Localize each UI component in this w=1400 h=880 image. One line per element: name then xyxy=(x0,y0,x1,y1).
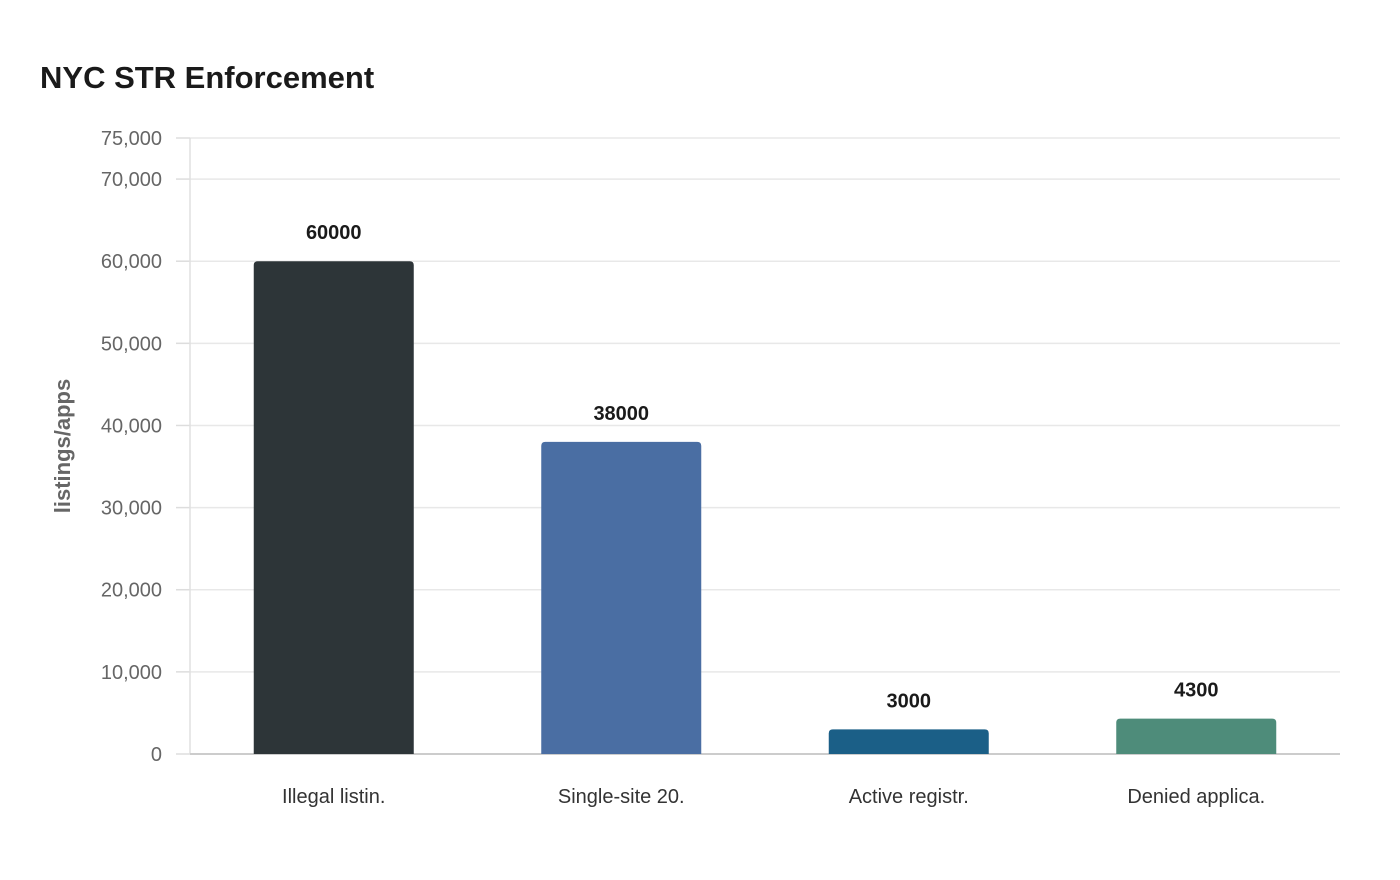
x-category-label: Denied applica. xyxy=(1127,786,1265,808)
y-tick-label: 20,000 xyxy=(101,580,162,602)
value-labels: 60000 38000 3000 4300 xyxy=(306,222,1219,712)
chart-title: NYC STR Enforcement xyxy=(40,60,375,95)
bar xyxy=(828,729,989,754)
bars xyxy=(253,261,1277,754)
y-tick-label: 0 xyxy=(151,744,162,766)
bar xyxy=(253,261,414,754)
x-category-label: Active registr. xyxy=(849,786,969,808)
bar-value-label: 4300 xyxy=(1174,680,1219,702)
bar xyxy=(541,441,702,754)
y-tick-labels: 0 10,000 20,000 30,000 40,000 50,000 60,000 70,… xyxy=(101,128,162,766)
category-labels: Illegal listin. Single-site 20. Active reg… xyxy=(282,786,1265,808)
y-tick-label: 10,000 xyxy=(101,662,162,684)
y-tick-label: 50,000 xyxy=(101,333,162,355)
y-tick-label: 60,000 xyxy=(101,251,162,273)
x-category-label: Illegal listin. xyxy=(282,786,385,808)
bar-value-label: 3000 xyxy=(887,690,932,712)
bar-value-label: 38000 xyxy=(593,403,649,425)
y-axis-title: listings/apps xyxy=(50,379,75,513)
y-tick-label: 75,000 xyxy=(101,128,162,150)
y-tick-label: 70,000 xyxy=(101,169,162,191)
y-tick-label: 40,000 xyxy=(101,415,162,437)
bar-value-label: 60000 xyxy=(306,222,362,244)
x-category-label: Single-site 20. xyxy=(558,786,685,808)
y-tick-label: 30,000 xyxy=(101,498,162,520)
bar xyxy=(1116,718,1277,754)
